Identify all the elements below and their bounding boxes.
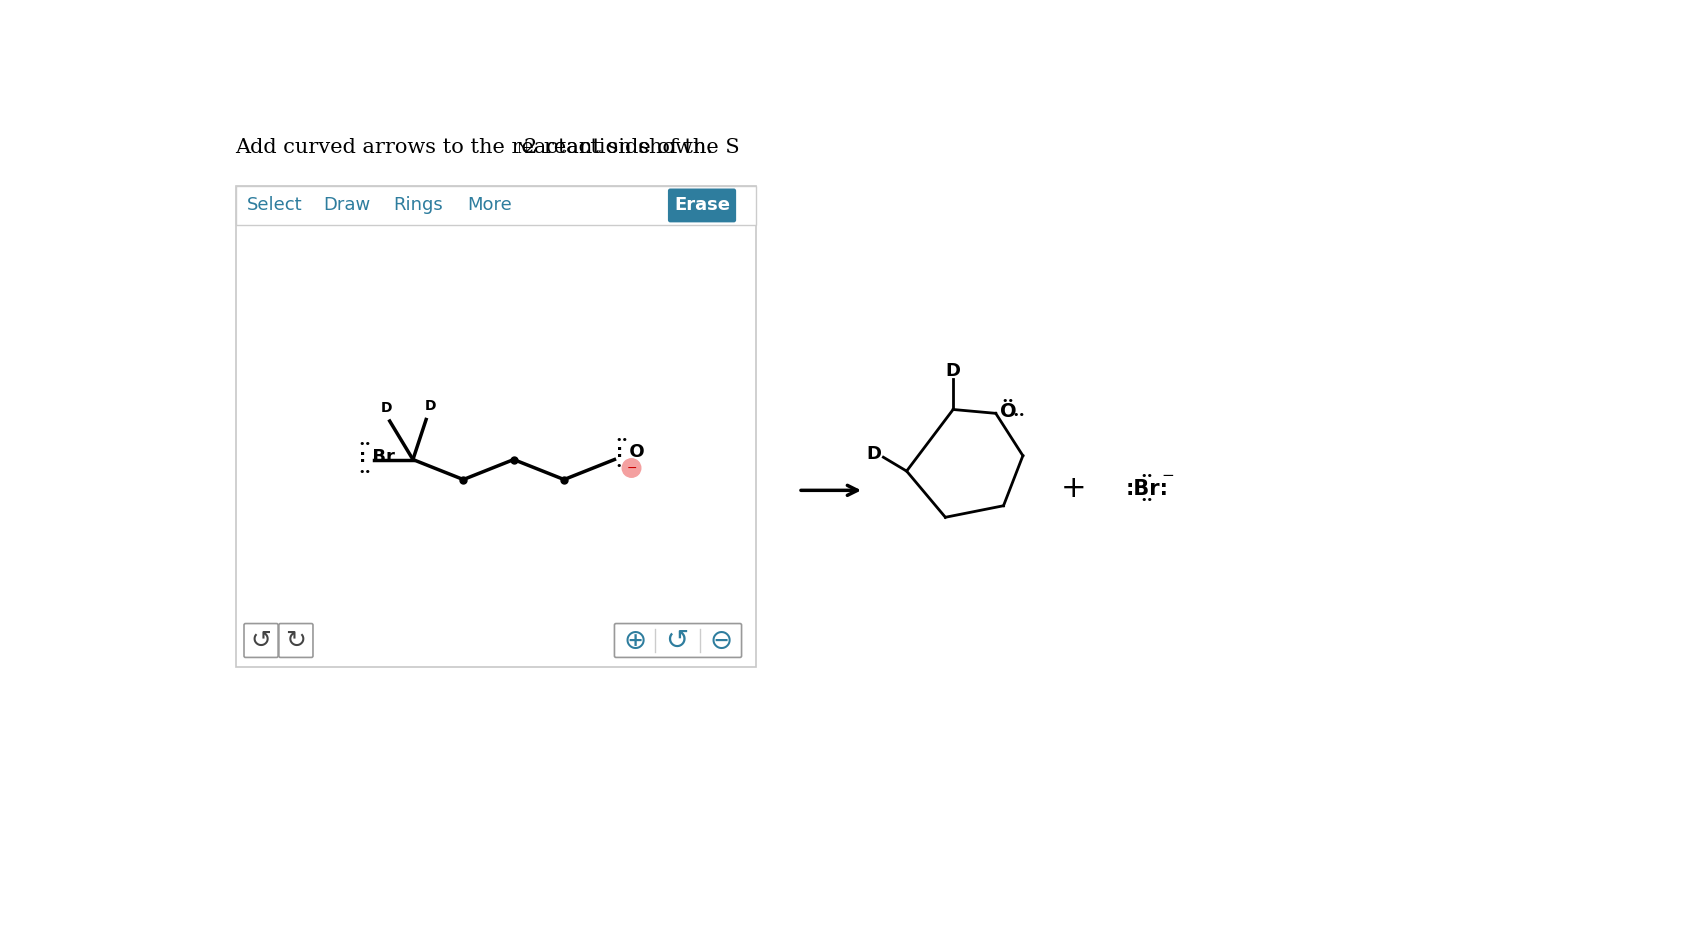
FancyBboxPatch shape — [237, 187, 755, 225]
Text: :Br:: :Br: — [1125, 479, 1169, 499]
Text: ••: •• — [358, 439, 371, 449]
Text: −: − — [627, 462, 637, 475]
Text: ⊖: ⊖ — [709, 626, 733, 655]
Text: ••: •• — [1002, 396, 1014, 406]
Text: Erase: Erase — [675, 197, 729, 215]
Text: : O: : O — [617, 443, 644, 461]
Text: Rings: Rings — [394, 197, 443, 215]
FancyBboxPatch shape — [668, 188, 736, 222]
Text: ↻: ↻ — [286, 628, 307, 653]
Text: D: D — [382, 401, 392, 414]
FancyBboxPatch shape — [615, 624, 741, 658]
Text: ••: •• — [1140, 471, 1154, 480]
FancyBboxPatch shape — [244, 624, 278, 658]
Text: +: + — [1060, 475, 1085, 503]
Text: ••: •• — [1012, 410, 1026, 420]
Circle shape — [622, 459, 641, 478]
FancyBboxPatch shape — [279, 624, 314, 658]
Text: D: D — [424, 399, 436, 414]
Text: Select: Select — [247, 197, 303, 215]
Text: More: More — [467, 197, 511, 215]
Text: ••: •• — [615, 461, 629, 471]
Text: ••: •• — [1140, 495, 1154, 505]
Text: O: O — [1000, 402, 1017, 421]
Text: ⊕: ⊕ — [624, 626, 648, 655]
Text: ••: •• — [358, 467, 371, 477]
Text: D: D — [867, 446, 881, 463]
Text: −: − — [1162, 468, 1174, 483]
Text: 2 reaction shown.: 2 reaction shown. — [523, 138, 712, 156]
Text: ••: •• — [615, 434, 629, 445]
FancyBboxPatch shape — [237, 187, 755, 668]
Text: : Br: : Br — [360, 448, 395, 466]
Text: ↺: ↺ — [250, 628, 271, 653]
Text: N: N — [516, 141, 528, 155]
Text: Add curved arrows to the reactant side of the S: Add curved arrows to the reactant side o… — [235, 138, 740, 156]
Text: ↺: ↺ — [665, 626, 688, 655]
Text: Draw: Draw — [324, 197, 371, 215]
Text: D: D — [946, 362, 961, 380]
